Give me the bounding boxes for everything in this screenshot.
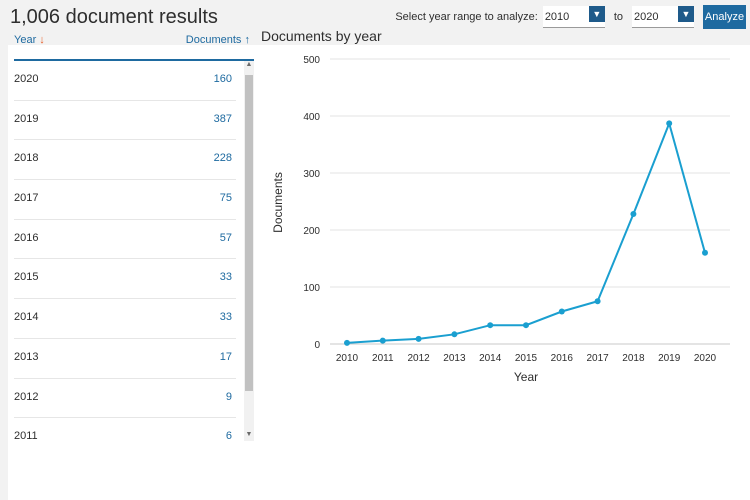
table-row: 2017 75 <box>14 180 236 220</box>
row-count-link[interactable]: 75 <box>219 192 232 205</box>
x-tick-label: 2011 <box>372 353 394 364</box>
row-year: 2017 <box>14 192 39 205</box>
row-year: 2014 <box>14 311 39 324</box>
x-tick-label: 2010 <box>336 353 359 364</box>
row-count-link[interactable]: 17 <box>219 350 232 363</box>
x-tick-label: 2012 <box>407 353 430 364</box>
results-title: 1,006 document results <box>10 6 218 28</box>
row-year: 2019 <box>14 112 39 125</box>
x-tick-label: 2019 <box>658 353 681 364</box>
documents-column-label: Documents <box>185 34 242 46</box>
y-tick-label: 300 <box>303 169 320 180</box>
row-year: 2012 <box>14 390 39 403</box>
x-tick-label: 2013 <box>443 353 466 364</box>
data-point <box>379 337 386 344</box>
row-year: 2015 <box>14 271 39 284</box>
row-count-link[interactable]: 33 <box>219 311 232 324</box>
x-tick-label: 2020 <box>694 353 717 364</box>
to-year-select[interactable]: 2020 ▼ <box>632 6 694 28</box>
table-header: Year ↓ Documents ↑ <box>14 30 254 61</box>
y-tick-label: 200 <box>303 226 320 237</box>
x-tick-label: 2017 <box>586 353 609 364</box>
x-tick-label: 2016 <box>551 353 574 364</box>
table-row: 2012 9 <box>14 379 236 419</box>
year-column-header[interactable]: Year ↓ <box>14 34 45 46</box>
row-year: 2016 <box>14 231 39 244</box>
y-axis-label: Documents <box>271 172 285 233</box>
x-tick-label: 2018 <box>622 353 645 364</box>
sort-ascending-icon: ↑ <box>244 34 251 46</box>
data-point <box>487 322 494 329</box>
row-year: 2018 <box>14 152 39 165</box>
year-range-controls: Select year range to analyze: 2010 ▼ to … <box>395 5 746 29</box>
from-year-value: 2010 <box>544 10 570 23</box>
x-tick-label: 2014 <box>479 353 502 364</box>
analyze-button[interactable]: Analyze <box>703 5 746 29</box>
row-year: 2020 <box>14 73 39 85</box>
data-point <box>344 339 350 346</box>
x-tick-label: 2015 <box>515 353 538 364</box>
data-point <box>630 211 637 218</box>
row-year: 2013 <box>14 350 39 363</box>
table-row: 2014 33 <box>14 299 236 339</box>
table-row: 2018 228 <box>14 140 236 181</box>
data-point <box>666 120 673 127</box>
data-point <box>451 331 458 338</box>
row-count-link[interactable]: 160 <box>213 73 232 85</box>
year-range-label: Select year range to analyze: <box>395 11 538 23</box>
row-year: 2011 <box>14 430 38 441</box>
chevron-down-icon[interactable]: ▼ <box>678 6 694 22</box>
scroll-down-icon[interactable]: ▼ <box>245 431 253 438</box>
scrollbar-thumb[interactable] <box>245 75 253 391</box>
x-axis-label: Year <box>514 370 538 384</box>
table-scrollbar[interactable]: ▲ ▼ <box>244 61 254 441</box>
data-point <box>594 298 601 305</box>
sort-descending-icon: ↓ <box>39 34 45 46</box>
table-body: 2020 160 2019 387 2018 228 2017 75 2016 … <box>14 61 254 441</box>
y-tick-label: 400 <box>303 112 320 123</box>
y-tick-label: 500 <box>303 55 320 66</box>
row-count-link[interactable]: 228 <box>213 152 232 165</box>
table-row: 2016 57 <box>14 220 236 260</box>
data-point <box>558 308 565 315</box>
row-count-link[interactable]: 57 <box>219 231 232 244</box>
row-count-link[interactable]: 33 <box>219 271 232 284</box>
to-label: to <box>613 11 623 23</box>
table-row: 2020 160 <box>14 61 236 101</box>
data-point <box>415 335 422 342</box>
series-line <box>346 120 706 344</box>
scroll-up-icon[interactable]: ▲ <box>245 61 253 68</box>
y-tick-label: 0 <box>314 340 320 351</box>
documents-by-year-chart: 0 100 200 300 400 500 2010 2011 2012 2013 2014 2015… <box>271 55 730 384</box>
results-panel <box>8 45 750 500</box>
data-point <box>702 249 708 256</box>
to-year-value: 2020 <box>634 10 659 23</box>
chart-title: Documents by year <box>261 28 382 44</box>
from-year-select[interactable]: 2010 ▼ <box>542 6 605 28</box>
table-row: 2015 33 <box>14 259 236 300</box>
documents-by-year-table: Year ↓ Documents ↑ 2020 160 2019 387 201… <box>14 30 254 441</box>
data-point <box>523 322 529 329</box>
row-count-link[interactable]: 9 <box>225 390 232 403</box>
row-count-link[interactable]: 387 <box>213 112 232 125</box>
table-row: 2011 6 <box>14 418 236 441</box>
documents-column-header[interactable]: Documents ↑ <box>186 34 250 46</box>
chevron-down-icon[interactable]: ▼ <box>588 6 605 22</box>
table-row: 2019 387 <box>14 101 236 141</box>
row-count-link[interactable]: 6 <box>225 430 232 441</box>
year-column-label: Year <box>14 34 37 46</box>
y-tick-label: 100 <box>303 283 320 294</box>
table-row: 2013 17 <box>14 339 236 379</box>
